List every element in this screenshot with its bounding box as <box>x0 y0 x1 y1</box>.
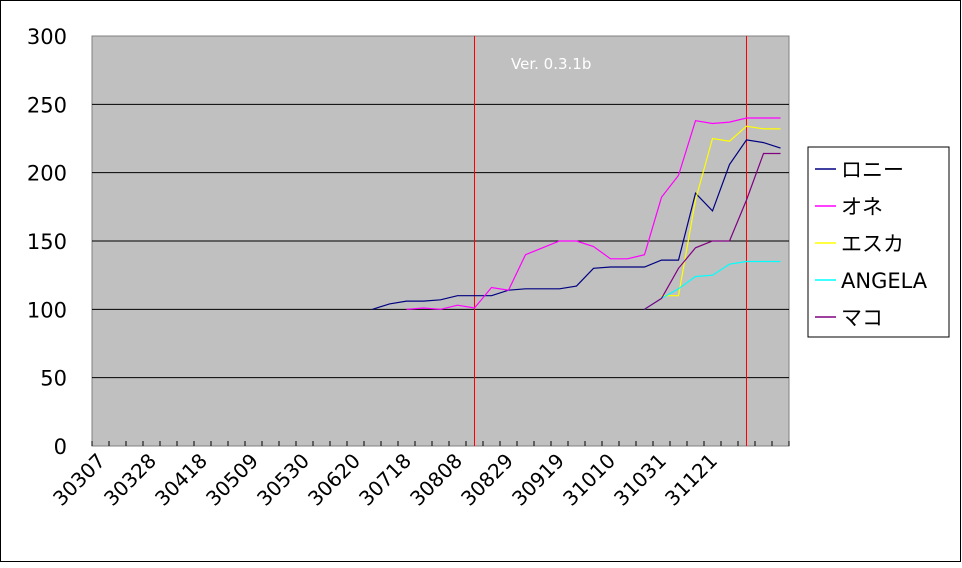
y-tick-label: 0 <box>54 435 67 459</box>
y-tick-label: 300 <box>27 25 67 49</box>
legend-box <box>807 146 950 338</box>
legend-label: オネ <box>841 195 883 219</box>
legend-label: エスカ <box>841 232 904 256</box>
y-tick-label: 50 <box>40 367 67 391</box>
legend-label: マコ <box>841 306 883 330</box>
y-tick-label: 100 <box>27 298 67 322</box>
y-tick-label: 250 <box>27 93 67 117</box>
series-line <box>644 260 781 310</box>
y-tick-label: 150 <box>27 230 67 254</box>
series-line <box>372 139 781 310</box>
series-line <box>406 117 781 310</box>
series-line <box>661 125 781 297</box>
x-axis-tick-marks <box>91 441 790 446</box>
series-line <box>644 152 781 310</box>
version-annotation: Ver. 0.3.1b <box>511 55 591 73</box>
series-lines <box>372 117 781 310</box>
legend-label: ロニー <box>841 158 904 182</box>
y-tick-label: 200 <box>27 162 67 186</box>
y-axis-tick-labels: 0 50 100 150 200 250 300 <box>27 25 67 459</box>
legend-label: ANGELA <box>841 269 928 293</box>
version-markers <box>474 36 747 446</box>
